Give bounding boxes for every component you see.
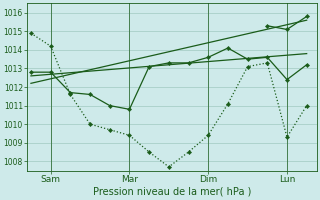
X-axis label: Pression niveau de la mer( hPa ): Pression niveau de la mer( hPa ) (92, 187, 251, 197)
